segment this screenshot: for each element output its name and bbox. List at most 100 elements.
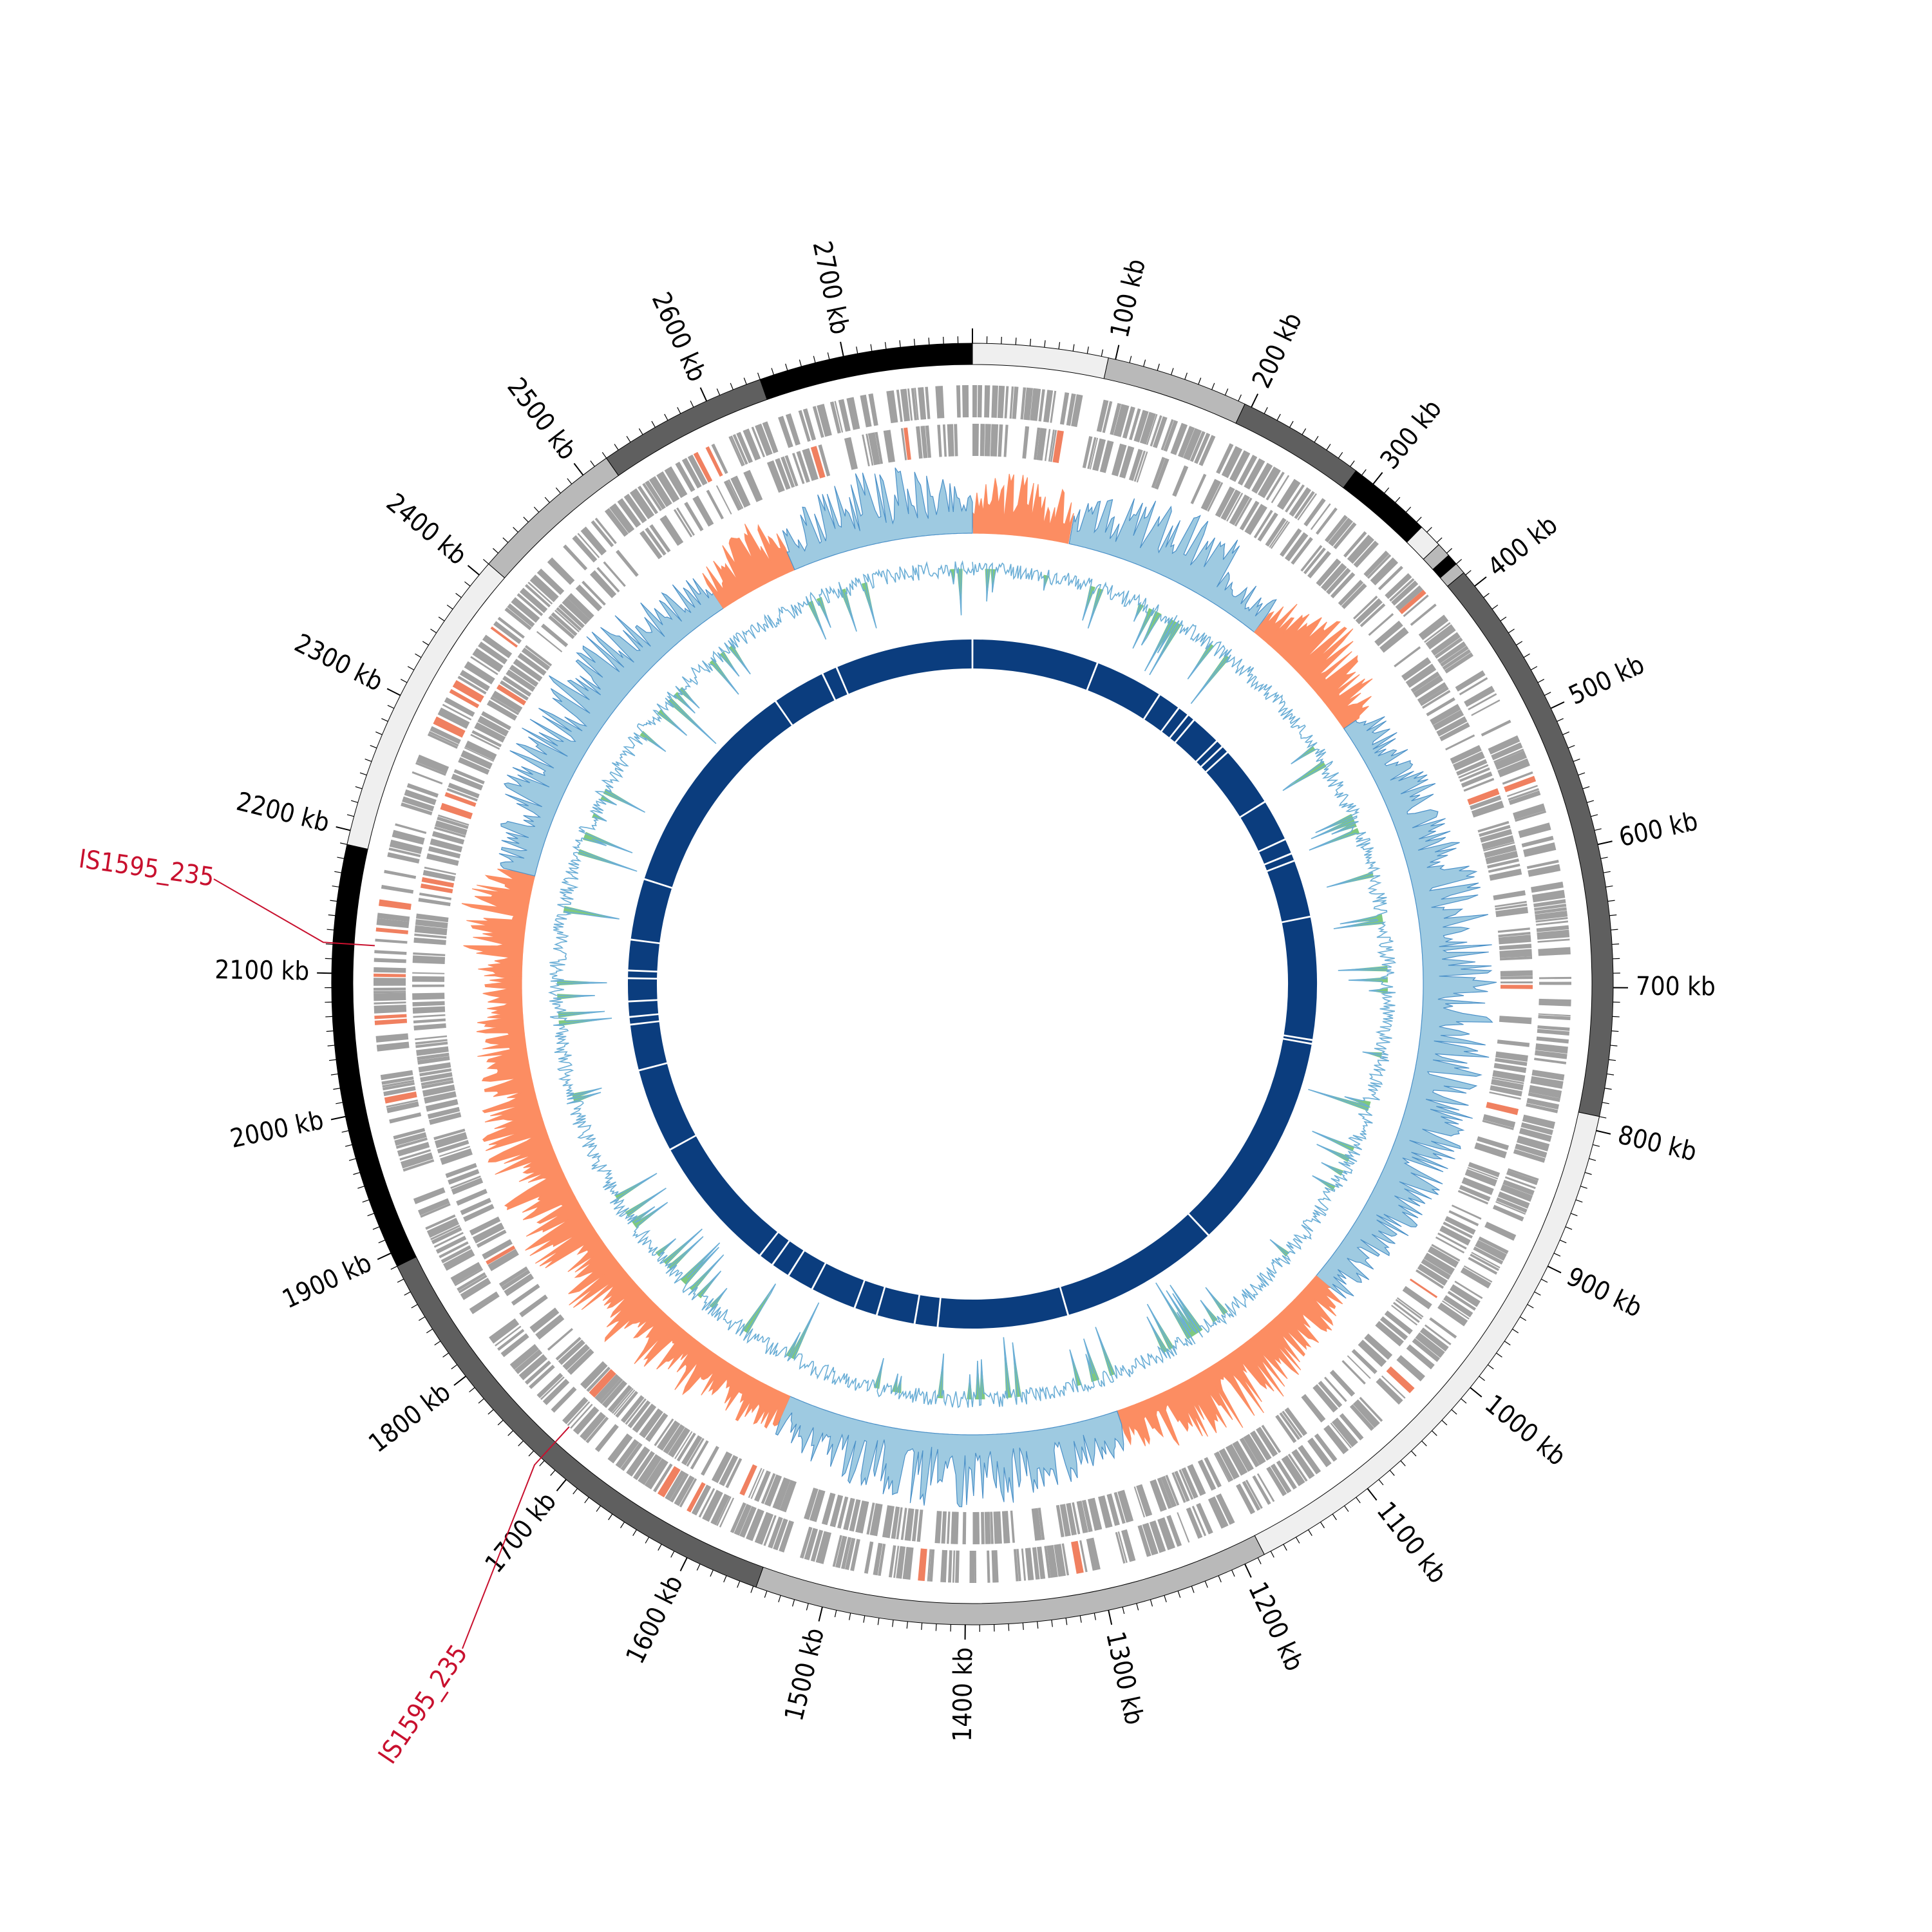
cds-feature [1536,920,1569,926]
cds-feature [1402,1285,1432,1310]
cds-feature [516,593,544,616]
cds-feature [615,1439,639,1469]
cds-feature [386,1101,419,1113]
inner-block-track [628,639,1318,1329]
cds-feature [1486,1101,1519,1115]
cds-feature [750,1469,765,1499]
minor-tick [1276,413,1281,421]
cds-feature [1034,427,1041,460]
cds-feature [1128,449,1143,481]
cds-feature [1071,1540,1084,1574]
cds-feature [1133,1486,1146,1518]
cds-feature [1265,517,1287,547]
cds-feature [1526,1103,1558,1113]
cds-feature [739,1464,757,1496]
cds-feature [470,734,500,750]
cds-feature [1106,1493,1120,1526]
minor-tick [1320,1522,1325,1528]
cds-feature [690,1440,709,1470]
cds-feature [412,1001,445,1007]
cds-feature [674,1431,693,1459]
cds-feature [1303,498,1326,527]
cds-feature [412,1006,446,1014]
cds-feature [1066,393,1076,426]
cds-feature [1523,842,1557,857]
major-tick [1547,1265,1562,1274]
cds-feature [1200,478,1221,511]
cds-feature [730,435,745,466]
synteny-block [761,1233,789,1264]
cds-feature [1536,925,1569,933]
cds-feature [1413,675,1443,698]
cds-feature [993,1511,1002,1544]
cds-feature [743,428,761,461]
minor-tick [1612,943,1620,945]
cds-feature [1459,677,1488,696]
minor-tick [834,1610,837,1618]
minor-tick [367,1213,375,1217]
minor-tick [737,1580,741,1588]
cds-feature [1504,1176,1536,1189]
cds-feature [449,688,480,708]
cds-feature [1495,1051,1528,1062]
cds-feature [918,1548,927,1582]
minor-tick [375,731,383,735]
minor-tick [1609,914,1617,916]
cds-feature [1347,1355,1371,1379]
mge-labels: IS1595_235 IS1595_235 [77,844,570,1769]
cds-feature [907,388,913,421]
minor-tick [849,1613,851,1620]
cds-feature [1419,686,1449,706]
cds-feature [376,1041,410,1052]
gc-skew-negative [972,473,1074,544]
cds-feature [1497,927,1530,933]
cds-feature [433,716,466,738]
minor-tick [357,1186,365,1189]
cds-feature [1364,1333,1393,1360]
cds-feature [681,457,702,489]
cds-feature [488,1249,519,1271]
cds-feature [1172,465,1189,497]
cds-feature [1405,663,1437,688]
synteny-block [877,1287,919,1324]
major-tick [467,565,480,576]
tick-label: 300 kb [1375,394,1448,475]
cds-feature [1448,1210,1479,1227]
cds-feature [1457,1189,1489,1205]
cds-feature [1252,1475,1271,1505]
cds-feature [1113,1492,1126,1524]
cds-feature [1534,907,1567,914]
cds-feature [536,630,563,653]
minor-tick [550,1470,556,1476]
cds-feature [556,607,582,631]
cds-feature [762,421,779,453]
cds-feature [1208,1496,1229,1529]
gc-skew-positive [1068,498,1277,633]
cds-feature [417,1052,450,1061]
minor-tick [336,1102,343,1104]
major-tick [573,462,584,476]
cds-feature [802,448,819,481]
cds-feature [464,740,497,761]
minor-tick [1593,1144,1600,1147]
cds-feature [596,567,620,592]
cds-feature [437,707,470,729]
synteny-block [1175,721,1217,761]
cds-feature [1489,1091,1521,1100]
cds-feature [506,669,536,692]
minor-tick [488,1409,494,1415]
minor-tick [913,339,916,346]
cds-feature [675,461,696,493]
minor-tick [1356,1497,1361,1504]
cds-feature [1232,1441,1254,1472]
cds-feature [1022,426,1030,459]
cds-feature [951,1511,959,1544]
cds-feature [766,460,785,493]
minor-tick [328,1059,337,1061]
minor-tick [813,355,816,363]
synteny-block [644,701,791,887]
cds-feature [1117,1490,1134,1523]
cds-feature [1142,1522,1159,1556]
cds-feature [1300,545,1323,572]
cds-feature [1137,1524,1151,1557]
